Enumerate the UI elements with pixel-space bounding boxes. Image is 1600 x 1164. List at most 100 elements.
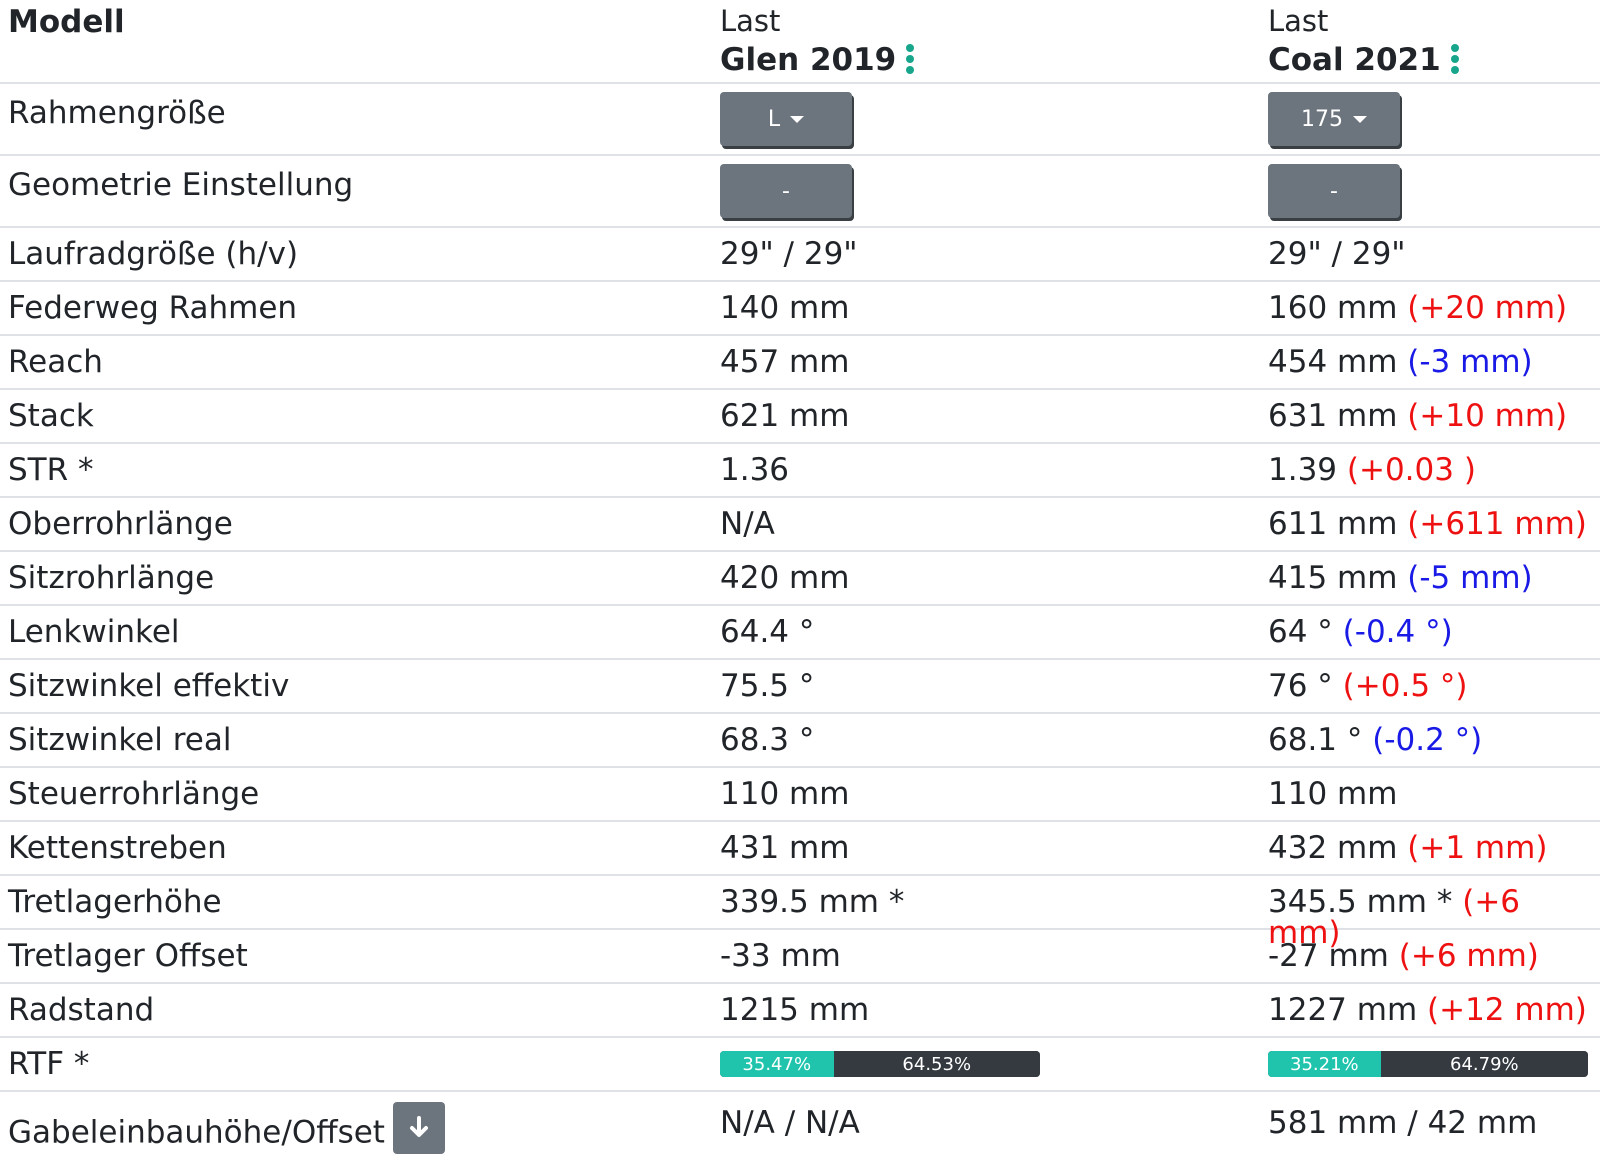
value-bike-2-text: 110 mm bbox=[1268, 776, 1398, 812]
value-difference: (-0.2 °) bbox=[1372, 722, 1483, 758]
row-label: Laufradgröße (h/v) bbox=[8, 236, 299, 272]
bike-1-menu-kebab-icon[interactable] bbox=[906, 43, 915, 74]
value-bike-1: 621 mm bbox=[720, 398, 850, 434]
value-bike-1: N/A bbox=[720, 506, 775, 542]
expand-fork-button[interactable] bbox=[392, 1102, 445, 1154]
caret-down-icon bbox=[1353, 115, 1367, 123]
bike-1-model: Glen 2019 bbox=[720, 42, 915, 78]
value-bike-1: -33 mm bbox=[720, 938, 841, 974]
value-bike-2-text: -27 mm bbox=[1268, 938, 1389, 974]
row-label-rtf: RTF * bbox=[8, 1046, 90, 1082]
fork-value-bike-2: 581 mm / 42 mm bbox=[1268, 1105, 1538, 1141]
value-bike-2: -27 mm (+6 mm) bbox=[1268, 941, 1539, 972]
fork-value-bike-1: N/A / N/A bbox=[720, 1105, 860, 1141]
row-label: Lenkwinkel bbox=[8, 614, 180, 650]
value-bike-1: 110 mm bbox=[720, 776, 850, 812]
table-row: Reach 457 mm 454 mm (-3 mm) bbox=[0, 336, 1600, 390]
value-bike-2: 76 ° (+0.5 °) bbox=[1268, 671, 1468, 702]
selector-dropdown-button-bike-1[interactable]: L bbox=[720, 92, 852, 146]
rtf-row: RTF * 35.47% 64.53% 35.21% 64.79% bbox=[0, 1038, 1600, 1092]
value-bike-2: 415 mm (-5 mm) bbox=[1268, 563, 1533, 594]
table-row: Laufradgröße (h/v) 29" / 29" 29" / 29" bbox=[0, 228, 1600, 282]
value-bike-1: 1215 mm bbox=[720, 992, 870, 1028]
row-label: Stack bbox=[8, 398, 94, 434]
value-bike-2-text: 76 ° bbox=[1268, 668, 1333, 704]
value-difference: (+611 mm) bbox=[1407, 506, 1587, 542]
value-bike-2-text: 64 ° bbox=[1268, 614, 1333, 650]
value-difference: (+20 mm) bbox=[1407, 290, 1568, 326]
table-row: Oberrohrlänge N/A 611 mm (+611 mm) bbox=[0, 498, 1600, 552]
value-bike-2-text: 1.39 bbox=[1268, 452, 1338, 488]
bike-2-menu-kebab-icon[interactable] bbox=[1450, 43, 1459, 74]
value-bike-2: 611 mm (+611 mm) bbox=[1268, 509, 1587, 540]
rtf-rear-segment: 64.53% bbox=[833, 1051, 1040, 1077]
table-row: STR * 1.36 1.39 (+0.03 ) bbox=[0, 444, 1600, 498]
row-label: Tretlager Offset bbox=[8, 938, 248, 974]
value-difference: (-5 mm) bbox=[1407, 560, 1533, 596]
fork-row: Gabeleinbauhöhe/Offset N/A / N/A 581 mm … bbox=[0, 1092, 1600, 1164]
selector-row: Geometrie Einstellung - - bbox=[0, 156, 1600, 228]
value-bike-2: 64 ° (-0.4 °) bbox=[1268, 617, 1453, 648]
selector-dropdown-button-bike-1[interactable]: - bbox=[720, 164, 852, 218]
value-bike-2-text: 415 mm bbox=[1268, 560, 1398, 596]
value-difference: (+6 mm) bbox=[1398, 938, 1539, 974]
caret-down-icon bbox=[790, 115, 805, 123]
value-bike-1: 75.5 ° bbox=[720, 668, 815, 704]
table-row: Sitzrohrlänge 420 mm 415 mm (-5 mm) bbox=[0, 552, 1600, 606]
bike-1-brand: Last bbox=[720, 4, 781, 38]
row-label: Sitzrohrlänge bbox=[8, 560, 215, 596]
value-bike-2: 29" / 29" bbox=[1268, 239, 1406, 270]
rtf-bar-bike-2: 35.21% 64.79% bbox=[1268, 1051, 1588, 1077]
row-label: Rahmengröße bbox=[8, 95, 226, 131]
value-bike-1: 64.4 ° bbox=[720, 614, 815, 650]
value-bike-1: 29" / 29" bbox=[720, 236, 858, 272]
value-difference: (+1 mm) bbox=[1407, 830, 1548, 866]
row-label-fork: Gabeleinbauhöhe/Offset bbox=[8, 1102, 445, 1160]
table-row: Kettenstreben 431 mm 432 mm (+1 mm) bbox=[0, 822, 1600, 876]
bike-2-brand: Last bbox=[1268, 4, 1329, 38]
value-bike-2: 1.39 (+0.03 ) bbox=[1268, 455, 1476, 486]
bike-2-model: Coal 2021 bbox=[1268, 42, 1459, 78]
value-difference: (-0.4 °) bbox=[1342, 614, 1453, 650]
rtf-front-segment: 35.47% bbox=[720, 1051, 834, 1077]
value-bike-2-text: 345.5 mm * bbox=[1268, 884, 1453, 920]
table-row: Lenkwinkel 64.4 ° 64 ° (-0.4 °) bbox=[0, 606, 1600, 660]
value-bike-1: 1.36 bbox=[720, 452, 790, 488]
header-row: Modell Last Glen 2019 Last Coal 2021 bbox=[0, 0, 1600, 84]
value-difference: (+10 mm) bbox=[1407, 398, 1568, 434]
row-label: Federweg Rahmen bbox=[8, 290, 298, 326]
row-label: Sitzwinkel effektiv bbox=[8, 668, 290, 704]
selector-dropdown-button-bike-2[interactable]: 175 bbox=[1268, 92, 1400, 146]
bike-2-model-name: Coal 2021 bbox=[1268, 42, 1441, 78]
value-bike-1: 420 mm bbox=[720, 560, 850, 596]
value-difference: (+0.5 °) bbox=[1342, 668, 1468, 704]
value-bike-1: 140 mm bbox=[720, 290, 850, 326]
selector-dropdown-button-bike-2[interactable]: - bbox=[1268, 164, 1400, 218]
model-column-title: Modell bbox=[8, 4, 125, 40]
row-label: STR * bbox=[8, 452, 94, 488]
table-row: Federweg Rahmen 140 mm 160 mm (+20 mm) bbox=[0, 282, 1600, 336]
row-label: Oberrohrlänge bbox=[8, 506, 233, 542]
table-row: Tretlagerhöhe 339.5 mm * 345.5 mm * (+6 mm… bbox=[0, 876, 1600, 949]
row-label: Tretlagerhöhe bbox=[8, 884, 222, 920]
value-bike-2: 454 mm (-3 mm) bbox=[1268, 347, 1533, 378]
row-label: Geometrie Einstellung bbox=[8, 167, 354, 203]
value-bike-2-text: 160 mm bbox=[1268, 290, 1398, 326]
table-row: Steuerrohrlänge 110 mm 110 mm bbox=[0, 768, 1600, 822]
value-bike-2-text: 68.1 ° bbox=[1268, 722, 1363, 758]
row-label: Reach bbox=[8, 344, 103, 380]
value-bike-2-text: 432 mm bbox=[1268, 830, 1398, 866]
table-row: Stack 621 mm 631 mm (+10 mm) bbox=[0, 390, 1600, 444]
selector-row: Rahmengröße L 175 bbox=[0, 84, 1600, 156]
arrow-down-icon bbox=[409, 1116, 428, 1137]
value-bike-2: 110 mm bbox=[1268, 779, 1397, 810]
value-bike-1: 431 mm bbox=[720, 830, 850, 866]
table-row: Tretlager Offset -33 mm -27 mm (+6 mm) bbox=[0, 930, 1600, 984]
value-bike-1: 457 mm bbox=[720, 344, 850, 380]
value-bike-2: 432 mm (+1 mm) bbox=[1268, 833, 1547, 864]
rtf-rear-segment: 64.79% bbox=[1380, 1051, 1588, 1077]
bike-1-model-name: Glen 2019 bbox=[720, 42, 897, 78]
value-bike-2: 631 mm (+10 mm) bbox=[1268, 401, 1567, 432]
value-bike-2: 68.1 ° (-0.2 °) bbox=[1268, 725, 1482, 756]
value-bike-2: 345.5 mm * (+6 mm) bbox=[1268, 887, 1600, 949]
